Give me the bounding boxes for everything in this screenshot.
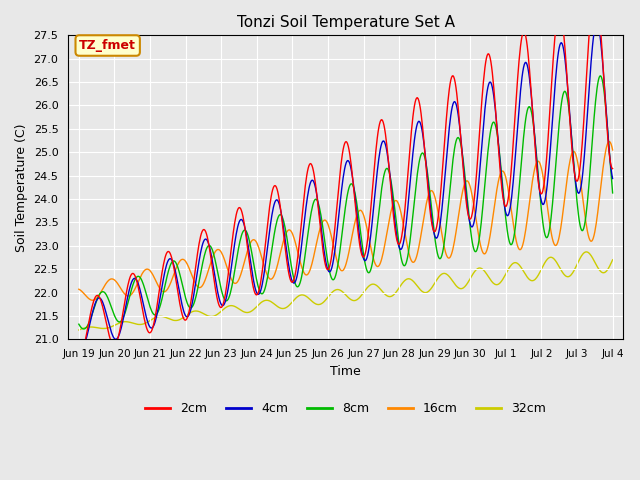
- Text: TZ_fmet: TZ_fmet: [79, 39, 136, 52]
- Y-axis label: Soil Temperature (C): Soil Temperature (C): [15, 123, 28, 252]
- Legend: 2cm, 4cm, 8cm, 16cm, 32cm: 2cm, 4cm, 8cm, 16cm, 32cm: [140, 397, 551, 420]
- X-axis label: Time: Time: [330, 365, 361, 378]
- Title: Tonzi Soil Temperature Set A: Tonzi Soil Temperature Set A: [237, 15, 455, 30]
